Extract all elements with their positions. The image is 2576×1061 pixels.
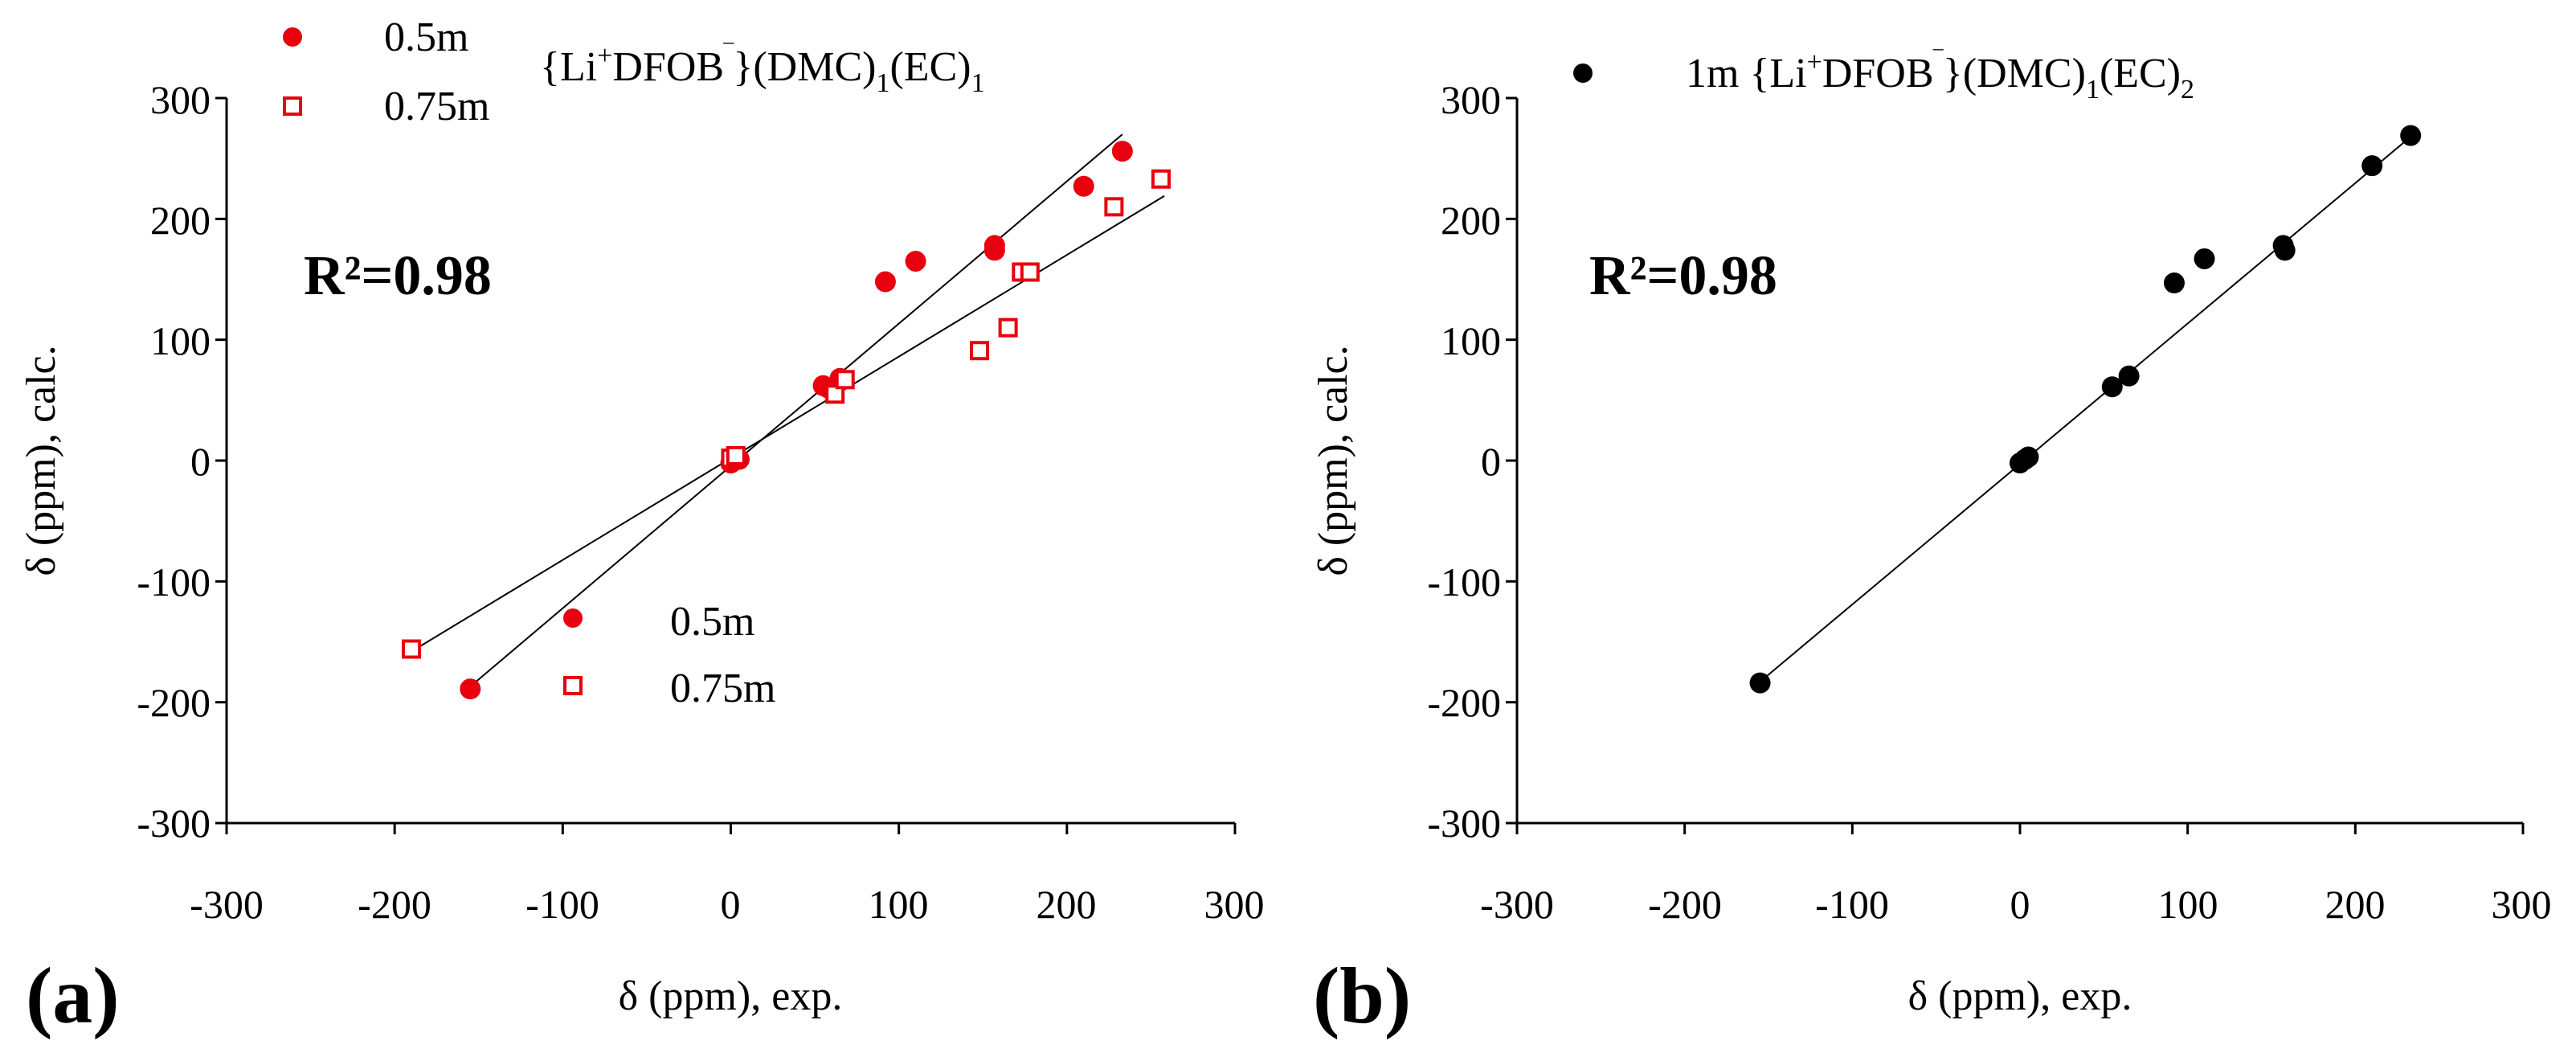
chart-b-fit-lines bbox=[1759, 136, 2411, 682]
data-point bbox=[1151, 169, 1171, 189]
chart-a-y-tick-labels: 300 200 100 0 -100 -200 -300 bbox=[137, 77, 211, 846]
data-point bbox=[402, 639, 422, 659]
x-tick-label: 0 bbox=[2010, 882, 2030, 927]
data-point bbox=[1020, 262, 1040, 282]
data-point bbox=[726, 445, 746, 465]
chart-b-points bbox=[1749, 125, 2422, 694]
data-point bbox=[835, 370, 855, 390]
fit-line bbox=[469, 133, 1123, 687]
data-point bbox=[970, 341, 990, 361]
x-tick-label: -100 bbox=[1815, 882, 1889, 927]
chart-a: 300 200 100 0 -100 -200 -300 -300 -200 -… bbox=[18, 14, 1265, 1040]
x-tick-label: 100 bbox=[869, 882, 929, 927]
data-point bbox=[1104, 197, 1124, 217]
data-point bbox=[2361, 155, 2383, 177]
data-point bbox=[460, 678, 481, 700]
chart-a-panel-label: (a) bbox=[26, 951, 120, 1040]
y-tick-label: 0 bbox=[1481, 439, 1501, 484]
y-tick-label: -300 bbox=[1427, 801, 1501, 846]
legend-marker-filled-circle bbox=[283, 27, 302, 47]
chart-b-y-axis-label: δ (ppm), calc. bbox=[1310, 345, 1356, 576]
chart-a-fit-lines bbox=[411, 133, 1165, 687]
chart-a-legend-inner: 0.5m 0.75m bbox=[563, 599, 775, 711]
fit-line bbox=[1759, 136, 2411, 682]
fit-line bbox=[411, 195, 1165, 653]
chart-a-title: {Li+DFOB‾}(DMC)1(EC)1 bbox=[540, 41, 985, 98]
x-tick-label: 200 bbox=[1037, 882, 1097, 927]
data-point bbox=[2118, 365, 2140, 387]
x-tick-label: 300 bbox=[2492, 882, 2552, 927]
chart-b-panel-label: (b) bbox=[1313, 951, 1411, 1040]
chart-a-tick-marks bbox=[215, 96, 1237, 834]
y-tick-label: -200 bbox=[1427, 680, 1501, 725]
x-tick-label: -100 bbox=[525, 882, 599, 927]
data-point bbox=[983, 240, 1005, 261]
x-tick-label: 200 bbox=[2325, 882, 2386, 927]
chart-b-legend: 1m {Li+DFOB‾}(DMC)1(EC)2 bbox=[1573, 47, 2194, 104]
y-tick-label: 100 bbox=[1441, 318, 1501, 363]
data-point bbox=[2101, 376, 2123, 398]
chart-a-y-axis-label: δ (ppm), calc. bbox=[18, 345, 64, 576]
y-tick-label: -100 bbox=[137, 559, 211, 604]
legend-label: 0.5m bbox=[670, 599, 754, 645]
y-tick-label: 300 bbox=[150, 77, 211, 122]
chart-a-x-axis-label: δ (ppm), exp. bbox=[619, 973, 843, 1019]
legend-label: 0.5m bbox=[384, 14, 468, 60]
y-tick-label: 100 bbox=[150, 318, 211, 363]
legend-marker-filled-circle bbox=[563, 608, 583, 628]
chart-b-y-tick-labels: 300 200 100 0 -100 -200 -300 bbox=[1427, 77, 1501, 846]
x-tick-label: -200 bbox=[1648, 882, 1722, 927]
y-tick-label: 200 bbox=[150, 198, 211, 243]
data-point bbox=[2018, 446, 2039, 468]
chart-a-legend-top: 0.5m 0.75m bbox=[283, 14, 489, 129]
chart-b-x-tick-labels: -300 -200 -100 0 100 200 300 bbox=[1480, 882, 2551, 927]
y-tick-label: -200 bbox=[137, 680, 211, 725]
data-point bbox=[874, 271, 896, 293]
legend-marker-filled-circle bbox=[1573, 63, 1593, 83]
data-point bbox=[2194, 248, 2215, 269]
x-tick-label: 300 bbox=[1204, 882, 1265, 927]
x-tick-label: -200 bbox=[358, 882, 431, 927]
legend-label: 1m {Li+DFOB‾}(DMC)1(EC)2 bbox=[1686, 47, 2194, 104]
data-point bbox=[825, 384, 845, 404]
data-point bbox=[2274, 240, 2296, 261]
data-point bbox=[1073, 175, 1094, 197]
data-point bbox=[2163, 272, 2185, 294]
data-point bbox=[905, 250, 926, 272]
chart-a-x-tick-labels: -300 -200 -100 0 100 200 300 bbox=[190, 882, 1264, 927]
chart-b-x-axis-label: δ (ppm), exp. bbox=[1908, 973, 2132, 1019]
x-tick-label: -300 bbox=[1480, 882, 1554, 927]
y-tick-label: 200 bbox=[1441, 198, 1501, 243]
legend-marker-open-square bbox=[283, 96, 302, 116]
data-point bbox=[1111, 141, 1133, 162]
chart-b: 300 200 100 0 -100 -200 -300 -300 -200 -… bbox=[1310, 47, 2552, 1040]
data-point bbox=[2400, 125, 2422, 146]
y-tick-label: -100 bbox=[1427, 559, 1501, 604]
data-point bbox=[998, 317, 1018, 338]
legend-marker-open-square bbox=[563, 676, 583, 695]
x-tick-label: 100 bbox=[2158, 882, 2218, 927]
x-tick-label: -300 bbox=[190, 882, 264, 927]
x-tick-label: 0 bbox=[721, 882, 741, 927]
y-tick-label: 300 bbox=[1441, 77, 1501, 122]
chart-a-points bbox=[402, 141, 1171, 700]
data-point bbox=[1749, 672, 1771, 694]
y-tick-label: 0 bbox=[190, 439, 211, 484]
chart-b-r2-label: R²=0.98 bbox=[1589, 245, 1777, 307]
y-tick-label: -300 bbox=[137, 801, 211, 846]
legend-label: 0.75m bbox=[384, 84, 489, 129]
legend-label: 0.75m bbox=[670, 666, 775, 711]
chart-a-r2-label: R²=0.98 bbox=[304, 245, 492, 307]
chart-b-tick-marks bbox=[1506, 96, 2525, 834]
